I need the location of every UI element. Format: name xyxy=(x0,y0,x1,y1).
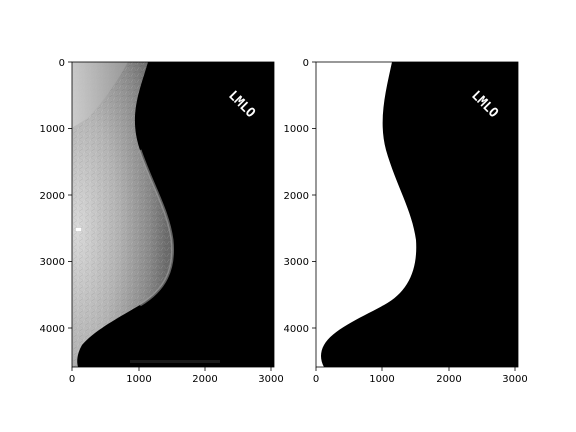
mammogram-y-tick-label: 3000 xyxy=(40,257,65,268)
mask-x-tick-label: 2000 xyxy=(436,374,461,385)
mask-y-tick-label: 1000 xyxy=(284,124,309,135)
mammogram-x-axis: 0 1000 2000 3000 xyxy=(69,367,284,385)
mammogram-x-tick-label: 2000 xyxy=(192,374,217,385)
mask-x-tick-label: 1000 xyxy=(369,374,394,385)
mask-panel: LMLO 0 1000 2000 3000 0 1000 2000 3000 4… xyxy=(284,58,528,385)
mammogram-x-tick-label: 3000 xyxy=(258,374,283,385)
mask-y-tick-label: 4000 xyxy=(284,324,309,335)
mammogram-y-tick-label: 4000 xyxy=(40,324,65,335)
mammogram-x-tick-label: 1000 xyxy=(126,374,151,385)
mask-y-tick-label: 0 xyxy=(303,58,309,69)
mammogram-y-axis: 0 1000 2000 3000 4000 xyxy=(40,58,72,335)
mammogram-panel: LMLO 0 1000 2000 3000 0 1000 2000 3000 4… xyxy=(40,58,284,385)
mammogram-y-tick-label: 0 xyxy=(59,58,65,69)
mask-y-axis: 0 1000 2000 3000 4000 xyxy=(284,58,316,335)
mask-x-tick-label: 0 xyxy=(313,374,319,385)
mammogram-x-tick-label: 0 xyxy=(69,374,75,385)
mask-y-tick-label: 2000 xyxy=(284,191,309,202)
mask-x-tick-label: 3000 xyxy=(502,374,527,385)
mask-y-tick-label: 3000 xyxy=(284,257,309,268)
mask-x-axis: 0 1000 2000 3000 xyxy=(313,367,528,385)
mammogram-y-tick-label: 2000 xyxy=(40,191,65,202)
mammogram-y-tick-label: 1000 xyxy=(40,124,65,135)
